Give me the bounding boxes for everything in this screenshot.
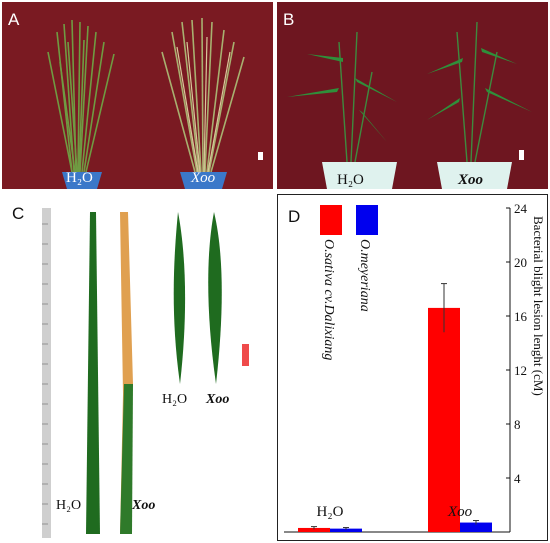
panel-a: A H₂O Xoo (2, 2, 273, 189)
panel-c-photo (42, 208, 249, 538)
bar-O.meyeriana-Xoo (460, 522, 492, 532)
panel-d-letter: D (288, 207, 301, 226)
leaf-label-xoo-short: Xoo (206, 392, 230, 407)
leaf-label-h2o-short: H₂O (162, 392, 188, 407)
x-category-label: Xoo (447, 504, 473, 520)
leaf-h2o-short (173, 212, 186, 384)
pot-label-h2o: H₂O (337, 172, 364, 188)
y-tick-label: 20 (514, 255, 527, 270)
legend-swatch (320, 205, 342, 235)
panel-a-letter: A (8, 10, 20, 29)
scale-bar (242, 344, 249, 366)
y-tick-label: 12 (514, 363, 527, 378)
panel-d: 4 8 12 16 20 24 Bacterial blight lesion lenght… (277, 194, 548, 541)
pot-label-xoo: Xoo (458, 172, 484, 188)
legend-label: O.sativa cv.Dalixiang (321, 239, 336, 360)
pot-label-xoo: Xoo (191, 170, 216, 186)
panel-a-photo (2, 2, 273, 189)
y-tick-label: 24 (514, 201, 528, 216)
panel-b-photo (277, 2, 548, 189)
leaf-h2o-long (86, 212, 100, 534)
legend-label: O.meyeriana (357, 239, 372, 312)
panel-c-letter: C (12, 204, 25, 223)
panel-c: C H₂O Xoo H₂O Xoo (2, 194, 273, 541)
y-tick-label: 16 (514, 309, 528, 324)
panel-b-letter: B (283, 10, 295, 29)
x-category-label: H₂O (317, 504, 344, 520)
y-axis-title: Bacterial blight lesion lenght (cM) (531, 216, 546, 396)
pot-label-h2o: H₂O (66, 170, 93, 186)
panel-b: B H₂O Xoo (277, 2, 548, 189)
leaf-label-xoo-long: Xoo (132, 498, 156, 513)
ruler-ticks (42, 223, 48, 525)
legend-swatch (356, 205, 378, 235)
bar-O.meyeriana-H₂O (330, 528, 362, 532)
leaf-xoo-short (208, 212, 222, 384)
y-tick-label: 8 (514, 417, 521, 432)
bar-O.sativa cv.Dalixiang-H₂O (298, 527, 330, 532)
bar-O.sativa cv.Dalixiang-Xoo (428, 307, 460, 532)
leaf-label-h2o-long: H₂O (56, 498, 82, 513)
y-tick-label: 4 (514, 471, 521, 486)
ruler (42, 208, 51, 538)
